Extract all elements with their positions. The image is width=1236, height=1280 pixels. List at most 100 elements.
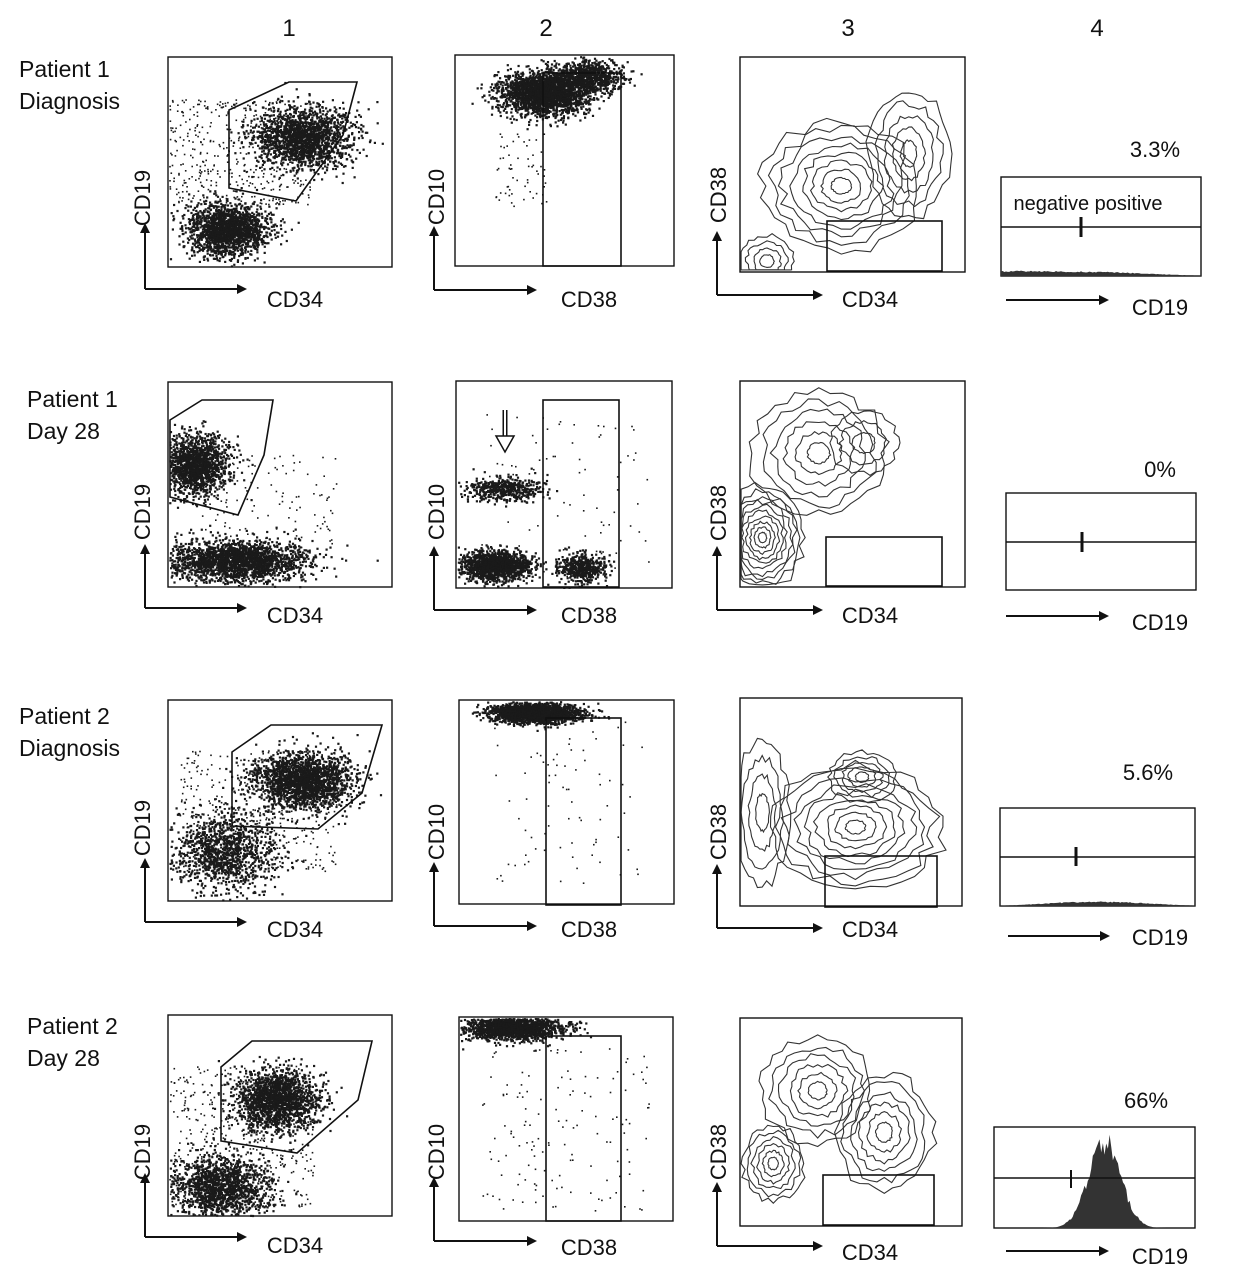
scatter-dot <box>247 251 249 253</box>
scatter-dot <box>224 213 226 215</box>
scatter-dot <box>342 182 344 184</box>
scatter-dot <box>230 237 232 239</box>
scatter-dot <box>353 143 355 145</box>
scatter-dot <box>316 153 318 155</box>
scatter-dot <box>322 101 324 103</box>
scatter-dot <box>216 257 218 259</box>
scatter-dot <box>200 173 202 175</box>
scatter-dot <box>278 179 280 181</box>
scatter-dot <box>281 96 283 98</box>
scatter-dot <box>257 145 259 147</box>
scatter-dot <box>241 142 243 144</box>
scatter-dot <box>263 114 265 116</box>
scatter-dot <box>502 85 504 87</box>
scatter-dot <box>287 151 289 153</box>
scatter-dot <box>285 159 287 161</box>
scatter-dot <box>309 110 311 112</box>
scatter-dot <box>327 111 329 113</box>
scatter-dot <box>315 112 317 114</box>
scatter-dot <box>245 238 247 240</box>
scatter-dot <box>199 169 201 171</box>
scatter-dot <box>218 244 220 246</box>
scatter-dot <box>319 111 321 113</box>
scatter-dot <box>265 112 267 114</box>
scatter-dot <box>256 204 258 206</box>
scatter-dot <box>315 134 317 136</box>
scatter-dot <box>214 155 216 157</box>
scatter-dot <box>285 132 287 134</box>
scatter-dot <box>219 146 221 148</box>
scatter-dot <box>288 100 290 102</box>
scatter-dot <box>219 198 221 200</box>
scatter-dot <box>199 249 201 251</box>
scatter-dot <box>275 237 277 239</box>
scatter-dot <box>269 144 271 146</box>
scatter-dot <box>257 257 259 259</box>
scatter-dot <box>338 161 340 163</box>
scatter-dot <box>536 124 538 126</box>
scatter-dot <box>224 254 226 256</box>
scatter-dot <box>249 106 251 108</box>
scatter-dot <box>298 159 300 161</box>
scatter-dot <box>269 119 271 121</box>
scatter-dot <box>313 158 315 160</box>
scatter-dot <box>261 157 263 159</box>
scatter-dot <box>294 175 296 177</box>
scatter-dot <box>245 117 247 119</box>
scatter-dot <box>286 116 288 118</box>
scatter-dot <box>221 215 223 217</box>
scatter-dot <box>348 154 350 156</box>
scatter-dot <box>279 201 281 203</box>
scatter-dot <box>215 109 217 111</box>
scatter-dot <box>192 157 194 159</box>
scatter-dot <box>182 191 184 193</box>
scatter-dot <box>243 119 245 121</box>
scatter-dot <box>309 103 311 105</box>
scatter-dot <box>238 232 240 234</box>
scatter-dot <box>264 252 266 254</box>
scatter-dot <box>207 171 209 173</box>
scatter-dot <box>355 126 357 128</box>
scatter-dot <box>191 166 193 168</box>
scatter-dot <box>271 137 273 139</box>
scatter-dot <box>228 214 230 216</box>
scatter-dot <box>205 200 207 202</box>
scatter-dot <box>207 259 209 261</box>
scatter-dot <box>215 192 217 194</box>
scatter-dot <box>189 228 191 230</box>
scatter-dot <box>192 148 194 150</box>
scatter-dot <box>281 235 283 237</box>
scatter-dot <box>215 205 217 207</box>
scatter-dot <box>308 122 310 124</box>
scatter-dot <box>274 120 276 122</box>
scatter-dot <box>237 238 239 240</box>
scatter-dot <box>207 215 209 217</box>
scatter-dot <box>223 148 225 150</box>
scatter-dot <box>302 136 304 138</box>
scatter-dot <box>324 134 326 136</box>
scatter-dot <box>193 219 195 221</box>
scatter-dot <box>313 179 315 181</box>
scatter-dot <box>243 229 245 231</box>
scatter-dot <box>199 210 201 212</box>
scatter-dot <box>182 100 184 102</box>
scatter-dot <box>196 222 198 224</box>
scatter-dot <box>293 101 295 103</box>
scatter-dot <box>295 124 297 126</box>
scatter-dot <box>226 115 228 117</box>
scatter-dot <box>202 144 204 146</box>
scatter-dot <box>194 240 196 242</box>
scatter-dot <box>272 102 274 104</box>
scatter-dot <box>324 129 326 131</box>
scatter-dot <box>529 119 531 121</box>
scatter-dot <box>251 139 253 141</box>
scatter-dot <box>203 139 205 141</box>
scatter-dot <box>265 220 267 222</box>
scatter-dot <box>497 71 499 73</box>
scatter-dot <box>218 240 220 242</box>
scatter-dot <box>226 202 228 204</box>
scatter-dot <box>190 200 192 202</box>
scatter-dot <box>241 205 243 207</box>
scatter-dot <box>282 157 284 159</box>
scatter-dot <box>330 122 332 124</box>
